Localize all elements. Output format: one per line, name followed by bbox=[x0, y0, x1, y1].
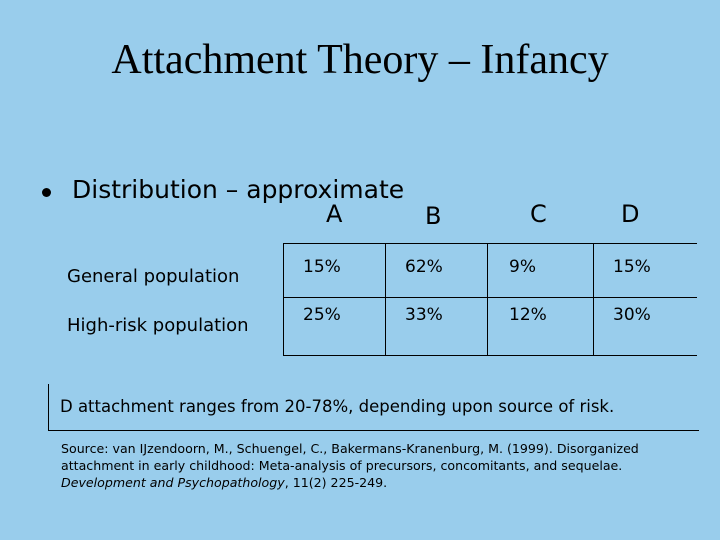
table-cell: 9% bbox=[509, 257, 536, 277]
table-rule bbox=[283, 243, 697, 244]
note-box bbox=[48, 384, 699, 431]
slide-title: Attachment Theory – Infancy bbox=[111, 37, 609, 83]
source-line: attachment in early childhood: Meta-anal… bbox=[61, 458, 623, 473]
row-label: General population bbox=[67, 266, 240, 287]
table-cell: 12% bbox=[509, 305, 547, 325]
table-rule bbox=[283, 297, 697, 298]
citation: , 11(2) 225-249. bbox=[284, 475, 388, 490]
column-header: C bbox=[530, 200, 547, 228]
column-header: A bbox=[326, 200, 343, 228]
table-rule bbox=[283, 355, 697, 356]
source-line: Source: van IJzendoorn, M., Schuengel, C… bbox=[61, 441, 639, 456]
column-header: D bbox=[621, 200, 640, 228]
table-cell: 15% bbox=[303, 257, 341, 277]
table-rule bbox=[593, 243, 594, 355]
journal: Development and Psychopathology bbox=[61, 475, 285, 490]
table-cell: 33% bbox=[405, 305, 443, 325]
table-rule bbox=[487, 243, 488, 355]
table-cell: 30% bbox=[613, 305, 651, 325]
bullet-text: Distribution – approximate bbox=[72, 175, 405, 204]
table-cell: 25% bbox=[303, 305, 341, 325]
table-cell: 15% bbox=[613, 257, 651, 277]
table-rule bbox=[283, 243, 284, 355]
table-rule bbox=[385, 243, 386, 355]
row-label: High-risk population bbox=[67, 315, 249, 336]
source-line: Development and Psychopathology, 11(2) 2… bbox=[61, 475, 387, 490]
note: D attachment ranges from 20-78%, dependi… bbox=[60, 397, 615, 416]
table-cell: 62% bbox=[405, 257, 443, 277]
bullet-dot bbox=[42, 188, 51, 197]
column-header: B bbox=[425, 202, 442, 230]
